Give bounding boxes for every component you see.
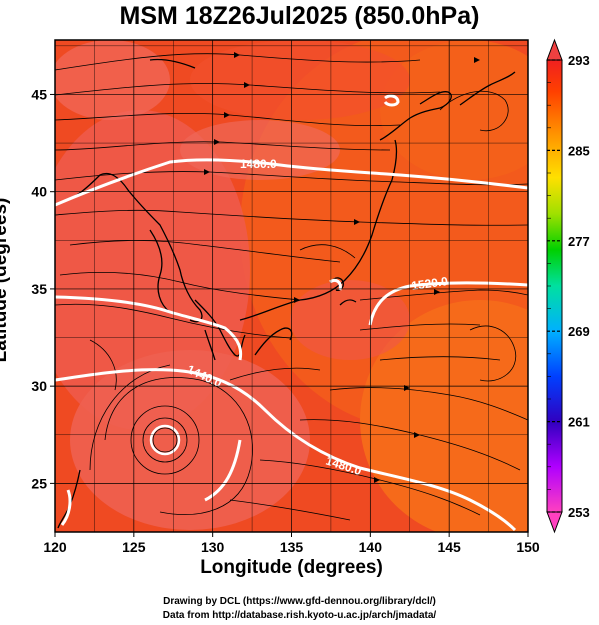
colorbar-bottom-arrow [546, 511, 563, 534]
colorbar-label: 293 [568, 53, 590, 68]
x-tick-label: 140 [359, 539, 383, 555]
height-contours [55, 94, 528, 532]
contour-label-1480-north: 1480.0 [240, 157, 277, 171]
chart-title: MSM 18Z26Jul2025 (850.0hPa) [119, 2, 480, 30]
y-axis: 25 30 35 40 45 [31, 86, 55, 491]
y-axis-label: Latitude (degrees) [0, 197, 11, 363]
credit-drawing: Drawing by DCL (https://www.gfd-dennou.o… [163, 596, 436, 607]
colorbar-top-arrow [546, 38, 563, 61]
wind-arrowheads [204, 52, 480, 483]
colorbar-label: 269 [568, 324, 590, 339]
colorbar-label: 285 [568, 143, 590, 158]
colorbar-label: 261 [568, 415, 590, 430]
y-tick-label: 45 [31, 86, 47, 102]
y-tick-label: 35 [31, 281, 47, 297]
x-tick-label: 145 [437, 539, 461, 555]
contour-label-1520: 1520.0 [410, 274, 449, 293]
x-tick-label: 125 [122, 539, 146, 555]
colorbar-label: 277 [568, 234, 590, 249]
x-tick-label: 130 [201, 539, 225, 555]
x-axis-label: Longitude (degrees) [200, 557, 383, 578]
credit-data: Data from http://database.rish.kyoto-u.a… [162, 610, 437, 621]
x-tick-label: 135 [280, 539, 304, 555]
colorbar-label: 253 [568, 505, 590, 520]
y-tick-label: 40 [31, 184, 47, 200]
y-tick-label: 25 [31, 475, 47, 491]
x-tick-label: 150 [516, 539, 540, 555]
x-tick-label: 120 [43, 539, 67, 555]
colorbar: 293 285 277 269 261 253 [546, 38, 590, 534]
x-axis: 120 125 130 135 140 145 150 [43, 532, 540, 555]
contour-labels: 1480.0 1520.0 1440.0 1480.0 [185, 157, 449, 478]
y-tick-label: 30 [31, 378, 47, 394]
